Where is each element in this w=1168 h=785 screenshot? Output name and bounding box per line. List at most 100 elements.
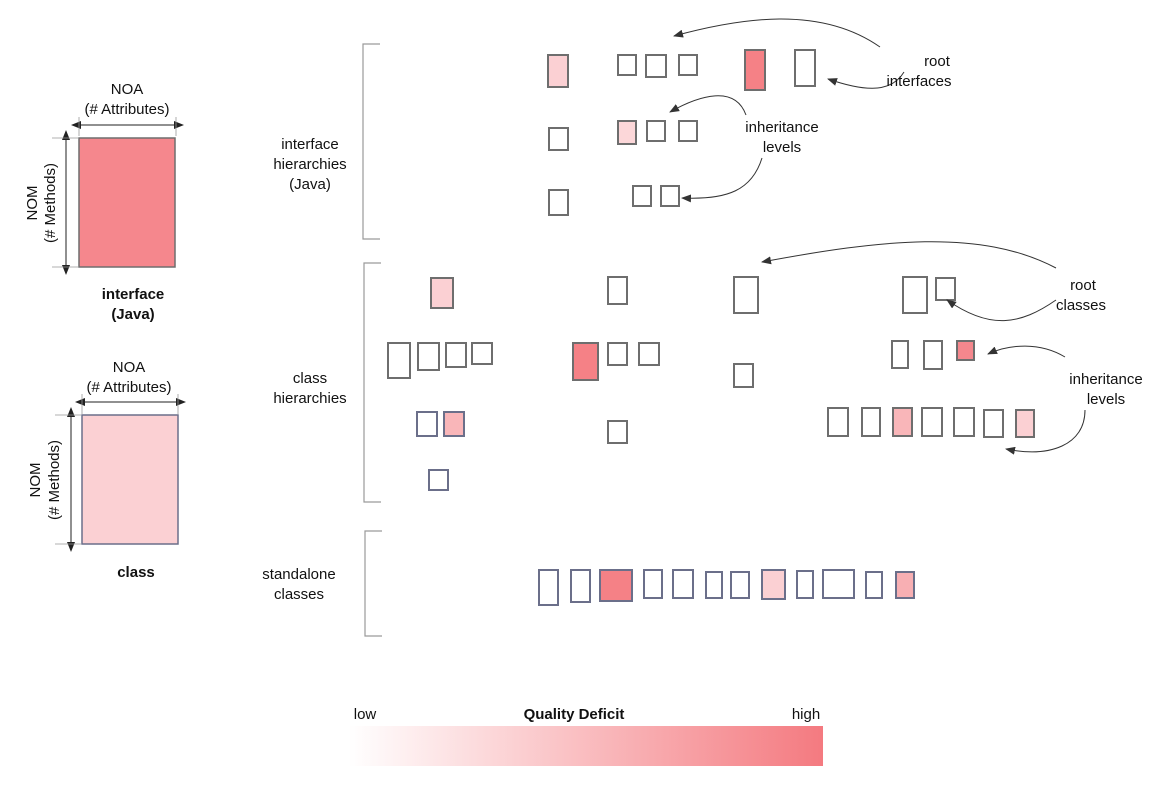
legend-interface: NOA (# Attributes) NOM (# Methods) inter… xyxy=(24,81,184,323)
standalone-class-box xyxy=(865,571,883,599)
annotation-inheritance-interfaces: inheritance levels xyxy=(669,95,819,203)
class-box xyxy=(430,277,454,309)
legend-interface-nom: NOM xyxy=(24,186,41,221)
annotation-root-classes: root classes xyxy=(761,241,1106,322)
standalone-class-box xyxy=(570,569,591,603)
class-box xyxy=(1015,409,1035,438)
class-box xyxy=(443,411,465,437)
interface-box xyxy=(617,54,637,76)
class-box xyxy=(953,407,975,437)
class-box xyxy=(607,342,628,366)
annotation-arrow xyxy=(669,95,747,116)
class-box xyxy=(902,276,928,314)
annotation-root-interfaces-label: root xyxy=(924,53,951,70)
standalone-class-box xyxy=(761,569,786,600)
class-box xyxy=(827,407,849,437)
class-box xyxy=(607,276,628,305)
group-label-standalone: standalone xyxy=(262,566,335,583)
class-box xyxy=(416,411,438,437)
legend-class-noa: NOA xyxy=(113,359,146,376)
legend-interface-title: interface xyxy=(102,286,165,303)
colorbar-title: Quality Deficit xyxy=(524,706,625,723)
colorbar-gradient xyxy=(349,726,823,766)
group-label-interfaces: hierarchies xyxy=(273,156,346,173)
interface-box xyxy=(548,127,569,151)
legend-interface-title-sub: (Java) xyxy=(111,306,154,323)
annotation-arrow xyxy=(673,18,881,48)
standalone-class-box xyxy=(705,571,723,599)
annotation-arrow xyxy=(827,71,905,89)
group-label-interfaces: (Java) xyxy=(289,176,331,193)
legend-interface-nom-sub: (# Methods) xyxy=(42,163,59,243)
annotation-root-classes-label: root xyxy=(1070,277,1097,294)
group-label-standalone: classes xyxy=(274,586,324,603)
standalone-class-box xyxy=(730,571,750,599)
standalone-class-box xyxy=(895,571,915,599)
legend-class: NOA (# Attributes) NOM (# Methods) class xyxy=(27,359,186,581)
standalone-class-box xyxy=(643,569,663,599)
class-box xyxy=(956,340,975,361)
class-box xyxy=(471,342,493,365)
interface-box xyxy=(617,120,637,145)
annotation-inheritance-label: inheritance xyxy=(745,119,818,136)
interface-box xyxy=(645,54,667,78)
interface-box xyxy=(660,185,680,207)
bracket-standalone-classes xyxy=(364,530,382,637)
class-box xyxy=(891,340,909,369)
group-label-classes: class xyxy=(293,370,327,387)
class-box xyxy=(607,420,628,444)
class-box xyxy=(572,342,599,381)
annotation-inheritance-label: levels xyxy=(763,139,801,156)
class-box xyxy=(428,469,449,491)
group-label-classes: hierarchies xyxy=(273,390,346,407)
class-box xyxy=(387,342,411,379)
colorbar-low-label: low xyxy=(354,706,377,723)
quality-deficit-colorbar: low Quality Deficit high xyxy=(349,706,823,766)
class-box xyxy=(923,340,943,370)
bracket-class-hierarchies xyxy=(363,262,381,503)
class-box xyxy=(861,407,881,437)
class-box xyxy=(733,276,759,314)
bracket-interface-hierarchies xyxy=(362,43,380,240)
annotation-arrow xyxy=(1005,409,1086,455)
annotation-inheritance-classes: inheritance levels xyxy=(987,345,1143,455)
legend-class-box xyxy=(81,414,179,545)
annotation-arrow xyxy=(987,345,1066,358)
legend-class-title: class xyxy=(117,564,155,581)
class-box xyxy=(921,407,943,437)
annotation-root-classes-label: classes xyxy=(1056,297,1106,314)
annotation-arrow xyxy=(761,241,1057,269)
annotation-root-interfaces-label: interfaces xyxy=(886,73,951,90)
standalone-class-box xyxy=(599,569,633,602)
class-box xyxy=(892,407,913,437)
interface-box xyxy=(646,120,666,142)
standalone-class-box xyxy=(538,569,559,606)
interface-box xyxy=(547,54,569,88)
legend-interface-box xyxy=(78,137,176,268)
annotation-inheritance-label: inheritance xyxy=(1069,371,1142,388)
legend-class-noa-sub: (# Attributes) xyxy=(86,379,171,396)
legend-interface-noa: NOA xyxy=(111,81,144,98)
interface-box xyxy=(678,120,698,142)
class-box xyxy=(935,277,956,301)
annotation-root-interfaces: root interfaces xyxy=(673,18,952,90)
class-box xyxy=(983,409,1004,438)
interface-box xyxy=(632,185,652,207)
group-label-interfaces: interface xyxy=(281,136,339,153)
class-box xyxy=(638,342,660,366)
colorbar-high-label: high xyxy=(792,706,820,723)
annotation-arrow xyxy=(946,299,1057,322)
interface-box xyxy=(794,49,816,87)
interface-box xyxy=(678,54,698,76)
standalone-classes xyxy=(538,569,915,606)
class-box xyxy=(733,363,754,388)
standalone-class-box xyxy=(822,569,855,599)
legend-interface-noa-sub: (# Attributes) xyxy=(84,101,169,118)
interface-hierarchies xyxy=(547,49,816,216)
annotation-inheritance-label: levels xyxy=(1087,391,1125,408)
legend-class-nom-sub: (# Methods) xyxy=(46,440,63,520)
interface-box xyxy=(744,49,766,91)
standalone-class-box xyxy=(672,569,694,599)
class-box xyxy=(417,342,440,371)
